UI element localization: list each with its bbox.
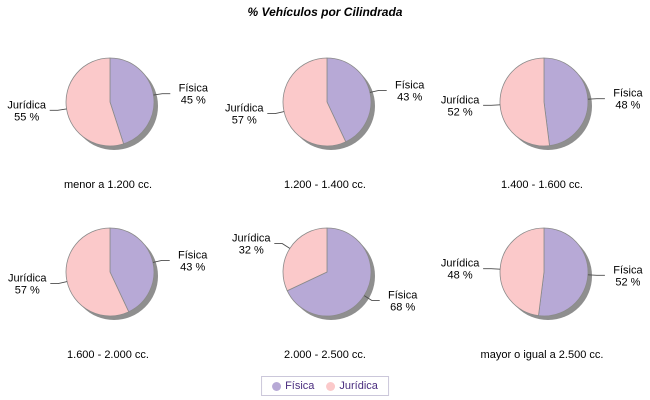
label-leader-line <box>369 89 387 93</box>
pie-cell-5: Física 68 % Jurídica 32 % 2.000 - 2.500 cc. <box>217 200 433 370</box>
category-label-3: 1.400 - 1.600 cc. <box>501 179 583 191</box>
legend-label-juridica: Jurídica <box>339 380 378 392</box>
category-label-6: mayor o igual a 2.500 cc. <box>480 349 604 361</box>
legend-item-juridica: Jurídica <box>326 380 378 392</box>
label-leader-line <box>267 111 285 115</box>
pie-chart-1: Física 45 % Jurídica 55 % <box>7 57 209 150</box>
pie-cell-3: Física 48 % Jurídica 52 % 1.400 - 1.600 cc. <box>434 30 650 200</box>
category-label-5: 2.000 - 2.500 cc. <box>284 349 366 361</box>
slice-callout-fisica: Física 45 % <box>179 83 209 107</box>
pie-slice-juridica <box>65 227 130 317</box>
label-leader-line <box>152 259 170 263</box>
label-leader-line <box>587 98 605 100</box>
slice-callout-fisica: Física 52 % <box>613 264 643 288</box>
legend-item-fisica: Física <box>272 380 314 392</box>
legend-swatch-fisica <box>272 381 282 391</box>
legend-label-fisica: Física <box>285 380 315 392</box>
pie-slice-fisica <box>538 227 589 317</box>
pie-cell-4: Física 43 % Jurídica 57 % 1.600 - 2.000 cc. <box>0 200 216 370</box>
slice-callout-fisica: Física 68 % <box>388 289 418 313</box>
pie-slice-juridica <box>282 227 328 292</box>
legend: Física Jurídica <box>261 376 389 396</box>
category-label-4: 1.600 - 2.000 cc. <box>67 349 149 361</box>
label-leader-line <box>363 295 380 301</box>
pie-slice-juridica <box>499 57 550 147</box>
category-label-1: menor a 1.200 cc. <box>63 179 153 191</box>
label-leader-line <box>153 93 171 96</box>
category-label-2: 1.200 - 1.400 cc. <box>284 179 366 191</box>
slice-callout-juridica: Jurídica 32 % <box>232 233 271 257</box>
pie-slice-juridica <box>65 57 124 147</box>
slice-callout-juridica: Jurídica 57 % <box>8 273 47 297</box>
pie-chart-4: Física 43 % Jurídica 57 % <box>8 227 208 320</box>
slice-callout-juridica: Jurídica 52 % <box>441 94 480 118</box>
slice-callout-juridica: Jurídica 48 % <box>441 258 480 282</box>
label-leader-line <box>49 108 67 111</box>
slice-callout-fisica: Física 48 % <box>613 88 643 112</box>
pie-slice-juridica <box>282 57 347 147</box>
label-leader-line <box>483 268 501 270</box>
chart-title: % Vehículos por Cilindrada <box>247 5 403 19</box>
pie-cell-1: Física 45 % Jurídica 55 % menor a 1.200 cc. <box>0 30 216 200</box>
pie-chart-2: Física 43 % Jurídica 57 % <box>225 57 425 150</box>
label-leader-line <box>274 243 291 249</box>
slice-callout-juridica: Jurídica 55 % <box>7 99 46 123</box>
legend-swatch-juridica <box>326 381 336 391</box>
pie-slice-juridica <box>499 227 545 317</box>
label-leader-line <box>50 281 68 285</box>
pie-slice-fisica <box>543 57 589 147</box>
slice-callout-fisica: Física 43 % <box>178 249 208 273</box>
pie-slice-fisica <box>286 227 372 317</box>
slice-callout-juridica: Jurídica 57 % <box>225 103 264 127</box>
pie-chart-6: Física 52 % Jurídica 48 % <box>441 227 643 320</box>
label-leader-line <box>587 274 605 276</box>
pie-cell-2: Física 43 % Jurídica 57 % 1.200 - 1.400 cc. <box>217 30 433 200</box>
slice-callout-fisica: Física 43 % <box>395 79 425 103</box>
label-leader-line <box>483 104 501 106</box>
pie-chart-5: Física 68 % Jurídica 32 % <box>232 227 418 320</box>
pie-chart-3: Física 48 % Jurídica 52 % <box>441 57 643 150</box>
pie-slice-fisica <box>109 57 155 145</box>
pie-cell-6: Física 52 % Jurídica 48 % mayor o igual a 2… <box>434 200 650 370</box>
